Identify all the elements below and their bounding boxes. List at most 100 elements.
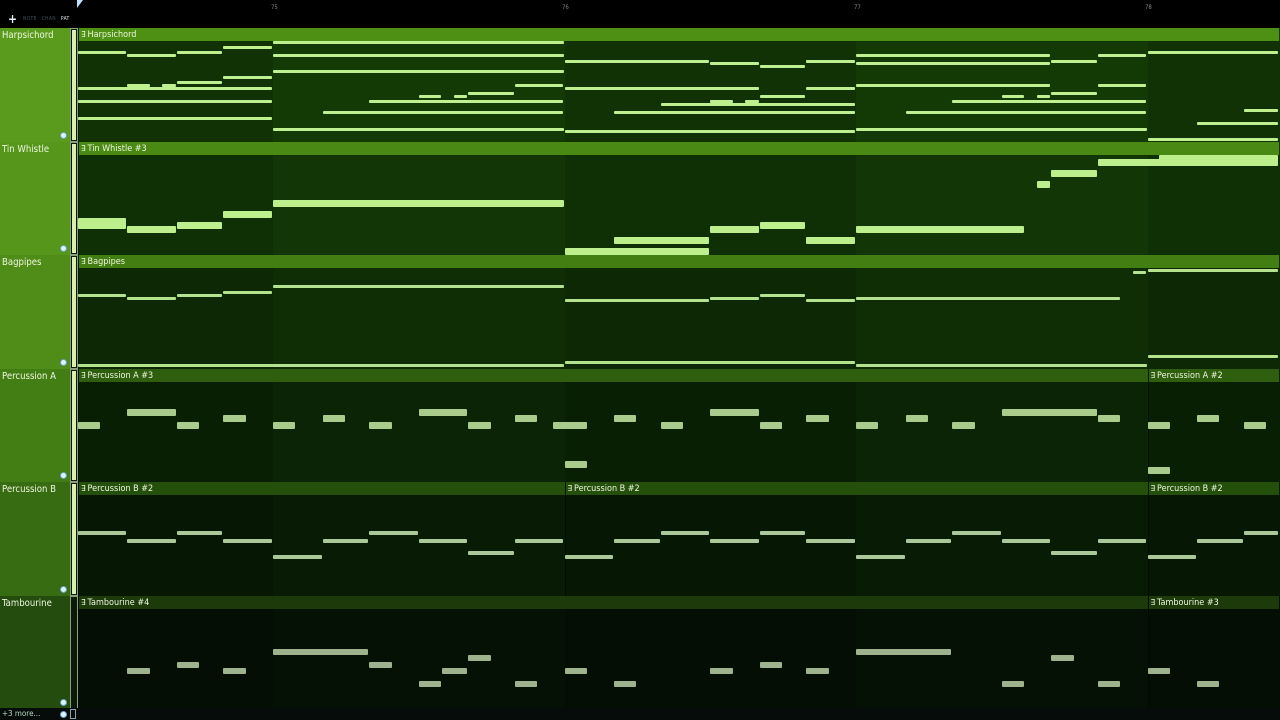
note[interactable] <box>369 661 392 668</box>
note[interactable] <box>856 296 1121 300</box>
more-tracks-link[interactable]: +3 more... <box>2 709 41 718</box>
note[interactable] <box>1197 539 1243 543</box>
note[interactable] <box>1243 531 1278 535</box>
track-resize-handle[interactable] <box>70 595 78 709</box>
note[interactable] <box>273 40 564 44</box>
note[interactable] <box>1147 268 1278 272</box>
note[interactable] <box>1197 415 1220 422</box>
note[interactable] <box>273 421 296 429</box>
note[interactable] <box>1159 155 1278 163</box>
clip-header[interactable]: ∃ Harpsichord <box>79 28 1279 41</box>
note[interactable] <box>176 221 223 229</box>
note[interactable] <box>564 460 587 468</box>
track-resize-handle[interactable] <box>70 482 78 596</box>
note[interactable] <box>1147 51 1278 55</box>
track-lane[interactable]: ∃ Percussion B #2 ∃ Percussion B #2 ∃ Percuss… <box>78 482 1280 596</box>
note[interactable] <box>1097 159 1278 166</box>
track-menu-dot-icon[interactable] <box>60 585 67 593</box>
note[interactable] <box>176 661 200 668</box>
note[interactable] <box>1132 271 1147 275</box>
note[interactable] <box>1051 92 1097 96</box>
note[interactable] <box>564 59 710 63</box>
mode-chan-button[interactable]: CHAN <box>41 16 56 22</box>
pattern-clip[interactable]: ∃ Tambourine #3 <box>1147 595 1279 709</box>
note[interactable] <box>514 415 538 422</box>
note[interactable] <box>78 293 127 297</box>
note[interactable] <box>759 94 806 98</box>
note[interactable] <box>806 86 855 90</box>
pattern-clip[interactable]: ∃ Bagpipes <box>78 255 1279 369</box>
note[interactable] <box>856 225 1025 233</box>
track-menu-dot-icon[interactable] <box>60 472 67 479</box>
note[interactable] <box>710 296 759 300</box>
note[interactable] <box>322 415 345 422</box>
note[interactable] <box>369 531 418 535</box>
note[interactable] <box>127 668 150 674</box>
note[interactable] <box>856 363 1147 367</box>
note[interactable] <box>223 45 272 49</box>
pattern-clip[interactable]: ∃ Harpsichord <box>78 28 1279 142</box>
clip-header[interactable]: ∃ Percussion A #2 <box>1148 368 1279 382</box>
note[interactable] <box>660 421 683 429</box>
note[interactable] <box>322 111 564 115</box>
note[interactable] <box>127 54 176 58</box>
note[interactable] <box>176 293 223 297</box>
note[interactable] <box>162 84 176 88</box>
note[interactable] <box>614 236 710 244</box>
note[interactable] <box>418 539 468 543</box>
note[interactable] <box>468 421 491 429</box>
note[interactable] <box>127 84 150 88</box>
track-label[interactable]: Harpsichord <box>0 28 70 142</box>
note[interactable] <box>806 236 855 244</box>
note[interactable] <box>468 92 514 96</box>
note[interactable] <box>660 103 855 107</box>
note[interactable] <box>1097 539 1147 543</box>
note[interactable] <box>856 649 952 656</box>
note[interactable] <box>1243 421 1266 429</box>
track-menu-dot-icon[interactable] <box>60 131 67 139</box>
track-label[interactable]: Tin Whistle <box>0 141 70 255</box>
note[interactable] <box>1097 680 1121 687</box>
note[interactable] <box>273 127 564 131</box>
note[interactable] <box>552 421 587 429</box>
note[interactable] <box>273 70 564 74</box>
note[interactable] <box>273 555 322 559</box>
note[interactable] <box>223 75 272 79</box>
clip-header[interactable]: ∃ Tambourine #4 <box>79 595 1148 609</box>
note[interactable] <box>223 668 246 674</box>
note[interactable] <box>745 100 759 104</box>
track-resize-handle[interactable] <box>70 28 78 142</box>
mode-pat-button[interactable]: PAT <box>60 16 70 22</box>
pattern-clip[interactable]: ∃ Percussion B #2 <box>564 482 1148 596</box>
note[interactable] <box>856 62 1051 66</box>
pattern-clip[interactable]: ∃ Percussion B #2 <box>78 482 565 596</box>
note[interactable] <box>660 531 710 535</box>
note[interactable] <box>564 360 855 364</box>
note[interactable] <box>273 199 564 207</box>
mode-note-button[interactable]: NOTE <box>23 16 37 22</box>
note[interactable] <box>1147 668 1170 674</box>
note[interactable] <box>856 421 879 429</box>
note[interactable] <box>710 100 733 104</box>
note[interactable] <box>905 111 1147 115</box>
note[interactable] <box>564 299 710 303</box>
note[interactable] <box>1051 655 1074 662</box>
note[interactable] <box>273 285 564 289</box>
note[interactable] <box>759 421 783 429</box>
note[interactable] <box>905 539 952 543</box>
note[interactable] <box>78 421 100 429</box>
note[interactable] <box>78 116 272 120</box>
track-lane[interactable]: ∃ Tin Whistle #3 <box>78 141 1280 255</box>
pattern-clip[interactable]: ∃ Percussion A #3 <box>78 368 1148 482</box>
note[interactable] <box>1147 421 1170 429</box>
track-lane[interactable]: ∃ Tambourine #4 ∃ Tambourine #3 <box>78 595 1280 709</box>
track-resize-handle[interactable] <box>70 141 78 255</box>
note[interactable] <box>176 531 223 535</box>
note[interactable] <box>127 296 176 300</box>
note[interactable] <box>514 84 564 88</box>
note[interactable] <box>806 299 855 303</box>
track-menu-dot-icon[interactable] <box>60 358 67 366</box>
note[interactable] <box>759 64 806 68</box>
note[interactable] <box>78 86 272 90</box>
note[interactable] <box>223 539 272 543</box>
